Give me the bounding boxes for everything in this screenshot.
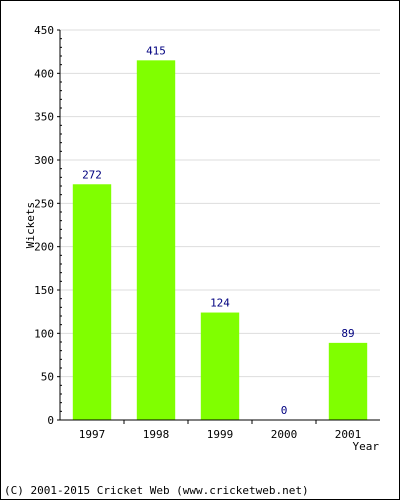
bar-1998 [136,60,176,420]
y-tick-label: 50 [41,371,54,384]
data-label-2000: 0 [281,404,288,417]
y-tick-label: 0 [47,414,54,427]
data-label-1998: 415 [146,44,166,57]
bar-1997 [72,184,112,420]
y-tick-label: 400 [34,67,54,80]
x-tick-label: 2000 [271,428,298,441]
y-axis-ticks: 0 50 100 150 200 250 300 350 400 450 [34,24,62,427]
data-label-2001: 89 [341,327,354,340]
x-tick-label: 1999 [207,428,234,441]
y-tick-label: 300 [34,154,54,167]
bars [72,60,368,420]
x-axis-ticks: 1997 1998 1999 2000 2001 [79,420,362,441]
data-labels: 272 415 124 0 89 [82,44,355,417]
grid-lines [60,29,380,378]
y-tick-label: 250 [34,197,54,210]
data-label-1999: 124 [210,297,230,310]
x-tick-label: 1998 [143,428,170,441]
bar-2001 [328,342,368,420]
y-tick-label: 150 [34,284,54,297]
copyright-footer: (C) 2001-2015 Cricket Web (www.cricketwe… [4,484,309,497]
y-tick-label: 450 [34,24,54,37]
x-tick-label: 1997 [79,428,106,441]
bar-1999 [200,312,240,420]
y-axis-title: Wickets [24,202,37,248]
y-tick-label: 100 [34,327,54,340]
y-tick-label: 200 [34,241,54,254]
y-tick-label: 350 [34,111,54,124]
x-axis-title: Year [353,440,380,453]
x-tick-label: 2001 [335,428,362,441]
data-label-1997: 272 [82,168,102,181]
